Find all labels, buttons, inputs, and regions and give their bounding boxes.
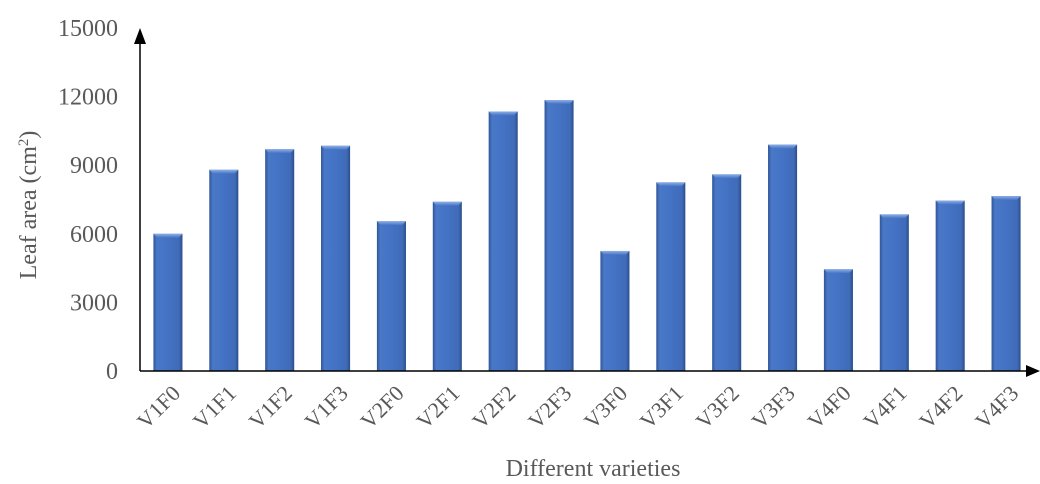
bar (991, 196, 1021, 371)
bar-top-bevel (768, 144, 798, 149)
bars (153, 100, 1021, 372)
bar-top-bevel (321, 145, 351, 150)
x-tick-label: V4F3 (970, 381, 1023, 434)
x-tick-label: V1F3 (300, 381, 353, 434)
bar-top-bevel (209, 169, 239, 174)
x-category-labels: V1F0 V1F1 V1F2 V1F3 V2F0 V2F1 V2F2 V2F3 V3F0 V3F1… (132, 381, 1023, 434)
bar (376, 221, 406, 371)
y-tick-label: 15000 (58, 16, 118, 42)
bar (209, 169, 239, 371)
x-axis-arrow-icon (1026, 365, 1040, 377)
x-tick-label: V3F0 (579, 381, 632, 434)
bar-body (209, 169, 239, 371)
bar-body (432, 201, 462, 371)
bar-top-bevel (488, 111, 518, 116)
bar-body (991, 196, 1021, 371)
bar-top-bevel (544, 100, 574, 105)
bar-body (935, 200, 965, 371)
x-tick-label: V1F0 (132, 381, 185, 434)
bar-body (321, 145, 351, 371)
x-tick-label: V3F1 (635, 381, 688, 434)
y-axis-arrow-icon (134, 28, 146, 44)
bar-body (600, 250, 630, 371)
x-tick-label: V4F2 (914, 381, 967, 434)
bar (879, 214, 909, 371)
bar-body (544, 100, 574, 371)
bar (265, 149, 295, 371)
x-axis-title: Different varieties (506, 456, 681, 482)
bar (935, 200, 965, 371)
x-tick-label: V2F2 (467, 381, 520, 434)
bar (656, 182, 686, 371)
x-tick-label: V2F3 (523, 381, 576, 434)
bar-body (488, 111, 518, 372)
bar-top-bevel (712, 174, 742, 179)
y-tick-label: 6000 (70, 222, 118, 248)
bar-body (376, 221, 406, 371)
y-tick-label: 3000 (70, 290, 118, 316)
bar-top-bevel (991, 196, 1021, 201)
bar-top-bevel (265, 149, 295, 154)
bar (768, 144, 798, 371)
y-tick-labels: 0 3000 6000 9000 12000 15000 (58, 16, 118, 385)
bar (823, 269, 853, 371)
x-tick-label: V2F0 (356, 381, 409, 434)
bar-top-bevel (823, 269, 853, 274)
x-tick-label: V4F1 (858, 381, 911, 434)
bar-top-bevel (935, 200, 965, 205)
y-axis-title: Leaf area (cm2) (16, 131, 42, 280)
x-tick-label: V3F3 (747, 381, 800, 434)
bar-body (153, 233, 183, 371)
bar-top-bevel (376, 221, 406, 226)
bar (600, 250, 630, 371)
bar-top-bevel (600, 250, 630, 255)
y-tick-label: 12000 (58, 85, 118, 111)
x-tick-label: V3F2 (691, 381, 744, 434)
bar-body (656, 182, 686, 371)
bar (488, 111, 518, 372)
bar-top-bevel (432, 201, 462, 206)
y-tick-label: 9000 (70, 153, 118, 179)
bar (544, 100, 574, 371)
y-tick-label: 0 (106, 359, 118, 385)
bar (153, 233, 183, 371)
bar-top-bevel (879, 214, 909, 219)
bar (712, 174, 742, 371)
bar-top-bevel (153, 233, 183, 238)
x-tick-label: V1F1 (188, 381, 241, 434)
bar (321, 145, 351, 371)
bar-top-bevel (656, 182, 686, 187)
x-tick-label: V1F2 (244, 381, 297, 434)
x-tick-label: V2F1 (411, 381, 464, 434)
bar-body (712, 174, 742, 371)
bar-body (823, 269, 853, 371)
bar-body (265, 149, 295, 371)
bar-body (879, 214, 909, 371)
bar-body (768, 144, 798, 371)
x-tick-label: V4F0 (803, 381, 856, 434)
bar (432, 201, 462, 371)
